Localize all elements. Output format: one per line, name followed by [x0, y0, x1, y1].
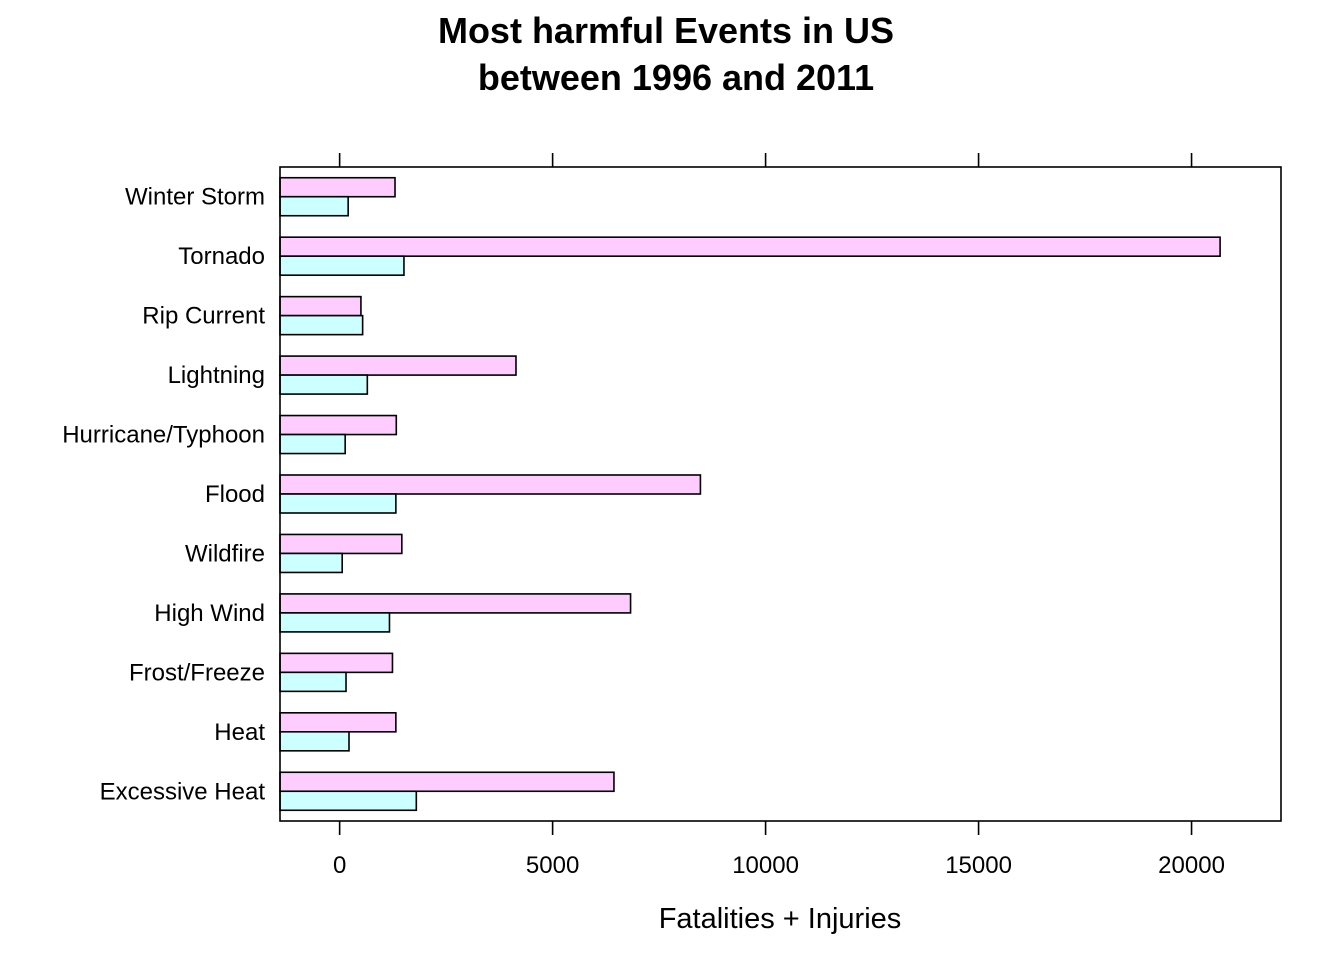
- category-label-4: Hurricane/Typhoon: [62, 422, 265, 449]
- category-label-7: High Wind: [154, 600, 265, 627]
- bar-series-1-2: [279, 295, 362, 317]
- bar-series-2-5: [279, 493, 397, 514]
- bar-series-2-10: [279, 790, 418, 812]
- category-label-8: Frost/Freeze: [129, 659, 265, 686]
- category-label-0: Winter Storm: [125, 184, 265, 211]
- bar-series-2-6: [279, 552, 343, 574]
- y-axis-category-labels: Winter Storm Tornado Rip Current Lightning H…: [62, 184, 266, 806]
- chart-title-line-1: Most harmful Events in US: [438, 10, 894, 51]
- category-label-2: Rip Current: [142, 303, 265, 330]
- x-tick-label-2: 10000: [732, 852, 799, 879]
- x-axis-title: Fatalities + Injuries: [659, 903, 902, 935]
- x-tick-label-4: 20000: [1158, 852, 1225, 879]
- x-tick-label-1: 5000: [526, 852, 579, 879]
- bar-series-1-7: [279, 593, 632, 614]
- category-label-3: Lightning: [168, 362, 265, 389]
- x-axis-ticks: [338, 153, 1193, 835]
- plot-frame: [279, 166, 1282, 822]
- category-label-1: Tornado: [178, 243, 265, 270]
- bar-series-1-3: [279, 355, 517, 376]
- category-label-9: Heat: [214, 719, 265, 746]
- bar-series-2-8: [279, 671, 347, 693]
- bar-series-1-6: [279, 533, 403, 555]
- bar-series-1-8: [279, 652, 394, 674]
- bar-series-2-3: [279, 374, 369, 395]
- bar-series-2-1: [279, 255, 405, 276]
- bar-series-1-10: [279, 771, 615, 793]
- bar-series-1-5: [279, 474, 702, 495]
- bar-series-2-2: [279, 314, 364, 336]
- bar-series-2-4: [279, 433, 346, 455]
- bar-series-2-0: [279, 195, 349, 217]
- bar-series-2-7: [279, 612, 391, 633]
- bar-series-1-4: [279, 414, 398, 436]
- category-label-10: Excessive Heat: [100, 778, 266, 805]
- bar-series-1-0: [279, 176, 396, 198]
- x-axis-tick-labels: 0 5000 10000 15000 20000: [333, 852, 1225, 879]
- category-label-6: Wildfire: [185, 540, 265, 567]
- category-label-5: Flood: [205, 481, 265, 508]
- bar-series-1-1: [279, 236, 1221, 257]
- x-tick-label-3: 15000: [945, 852, 1012, 879]
- bar-series-1-9: [279, 712, 397, 733]
- chart-title-line-2: between 1996 and 2011: [478, 57, 874, 98]
- bar-series-2-9: [279, 731, 350, 752]
- x-tick-label-0: 0: [333, 852, 346, 879]
